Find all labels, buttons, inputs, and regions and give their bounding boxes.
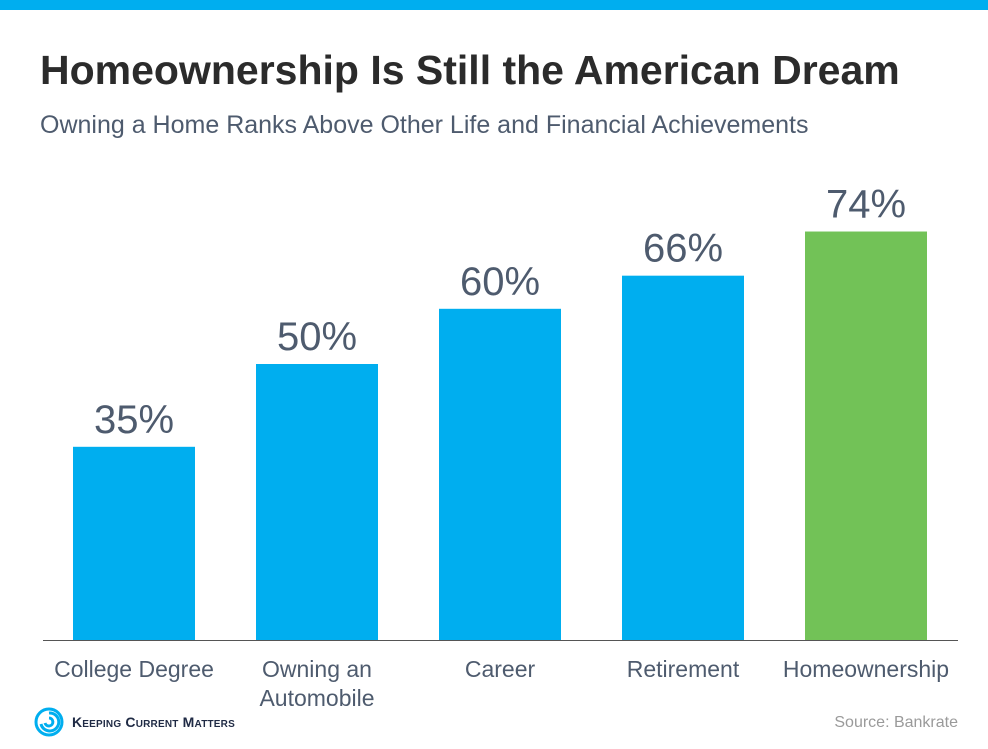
page-subtitle: Owning a Home Ranks Above Other Life and… [40, 111, 809, 139]
x-tick-label: Owning an Automobile [259, 656, 374, 711]
data-label: 35% [94, 398, 174, 442]
bar-homeownership [805, 231, 927, 640]
bar-college-degree [73, 446, 195, 640]
source-note: Source: Bankrate [834, 714, 958, 731]
bar-owning-an-automobile [256, 364, 378, 640]
data-label: 74% [826, 183, 906, 227]
brand-logo: Keeping Current Matters [34, 706, 235, 738]
kcm-swirl-logo-icon [34, 707, 64, 737]
x-tick-label: College Degree [54, 656, 214, 682]
x-tick-label: Homeownership [783, 656, 949, 682]
data-label: 66% [643, 227, 723, 271]
top-accent-bar [0, 0, 988, 10]
bar-career [439, 308, 561, 640]
bar-retirement [622, 275, 744, 640]
brand-name: Keeping Current Matters [72, 714, 235, 730]
page-title: Homeownership Is Still the American Drea… [40, 47, 900, 93]
data-label: 50% [277, 315, 357, 359]
x-tick-label: Career [465, 656, 536, 682]
data-label: 60% [460, 260, 540, 304]
x-tick-label: Retirement [627, 656, 740, 682]
